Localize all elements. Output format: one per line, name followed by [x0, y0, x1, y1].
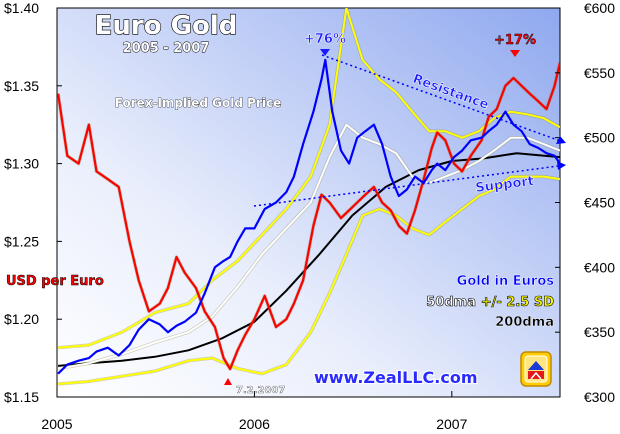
y-left-tick-label: $1.15: [4, 389, 39, 405]
y-left-tick-label: $1.30: [4, 156, 39, 172]
y-left-tick-label: $1.40: [4, 0, 39, 16]
x-tick-label: 2006: [239, 416, 270, 432]
forex-label: Forex-Implied Gold Price: [115, 96, 281, 110]
y-right-tick-label: €400: [584, 259, 615, 275]
y-right-tick-label: €500: [584, 130, 615, 146]
support-arrow: [557, 161, 566, 170]
support-label: Support: [475, 174, 535, 196]
site-url: www.ZealLLC.com: [314, 368, 478, 387]
y-left-tick-label: $1.25: [4, 233, 39, 249]
series-layer: [57, 8, 560, 386]
y-right-tick-label: €550: [584, 65, 615, 81]
plot-background: [56, 7, 561, 398]
low-date-label: 7.2.2007: [236, 385, 285, 396]
y-right-tick-label: €600: [584, 0, 615, 16]
zeal-logo: [520, 351, 552, 387]
y-right-tick-label: €450: [584, 195, 615, 211]
pct-gain-2007-label: +17%: [494, 33, 536, 48]
ticks-layer: $1.40 $1.35 $1.30 $1.25 $1.20 $1.15 €600 €550 €5…: [4, 0, 615, 432]
y-left-tick-label: $1.35: [4, 78, 39, 94]
series-gold-in-euros: [57, 58, 560, 375]
resistance-trendline: [321, 54, 567, 144]
chart-subtitle: 2005 - 2007: [123, 41, 210, 56]
pct-gain-2006-label: +76%: [304, 32, 346, 47]
pct-gain-2007-arrow: [510, 50, 520, 57]
chart-title: Euro Gold: [95, 11, 238, 41]
series-2-5-sd: [58, 175, 560, 385]
usd-per-euro-label: USD per Euro: [6, 274, 104, 289]
low-date-arrow: [224, 378, 232, 385]
series-50dma: [57, 123, 560, 370]
legend-50dma: 50dma: [426, 295, 476, 310]
y-right-tick-label: €300: [584, 389, 615, 405]
legend: Gold in Euros 50dma +/- 2.5 SD 200dma: [426, 274, 555, 330]
resistance-arrow: [556, 136, 566, 144]
y-right-tick-label: €350: [584, 324, 615, 340]
x-tick-label: 2005: [41, 416, 72, 432]
legend-sd-band: +/- 2.5 SD: [481, 295, 554, 310]
series-usd-per-euro: [57, 62, 560, 371]
x-tick-label: 2007: [436, 416, 467, 432]
series-2-5-sd: [58, 8, 560, 349]
y-left-tick-label: $1.20: [4, 311, 39, 327]
legend-gold-in-euros: Gold in Euros: [457, 274, 555, 289]
pct-gain-2006-arrow: [320, 49, 330, 56]
legend-200dma: 200dma: [495, 315, 554, 330]
